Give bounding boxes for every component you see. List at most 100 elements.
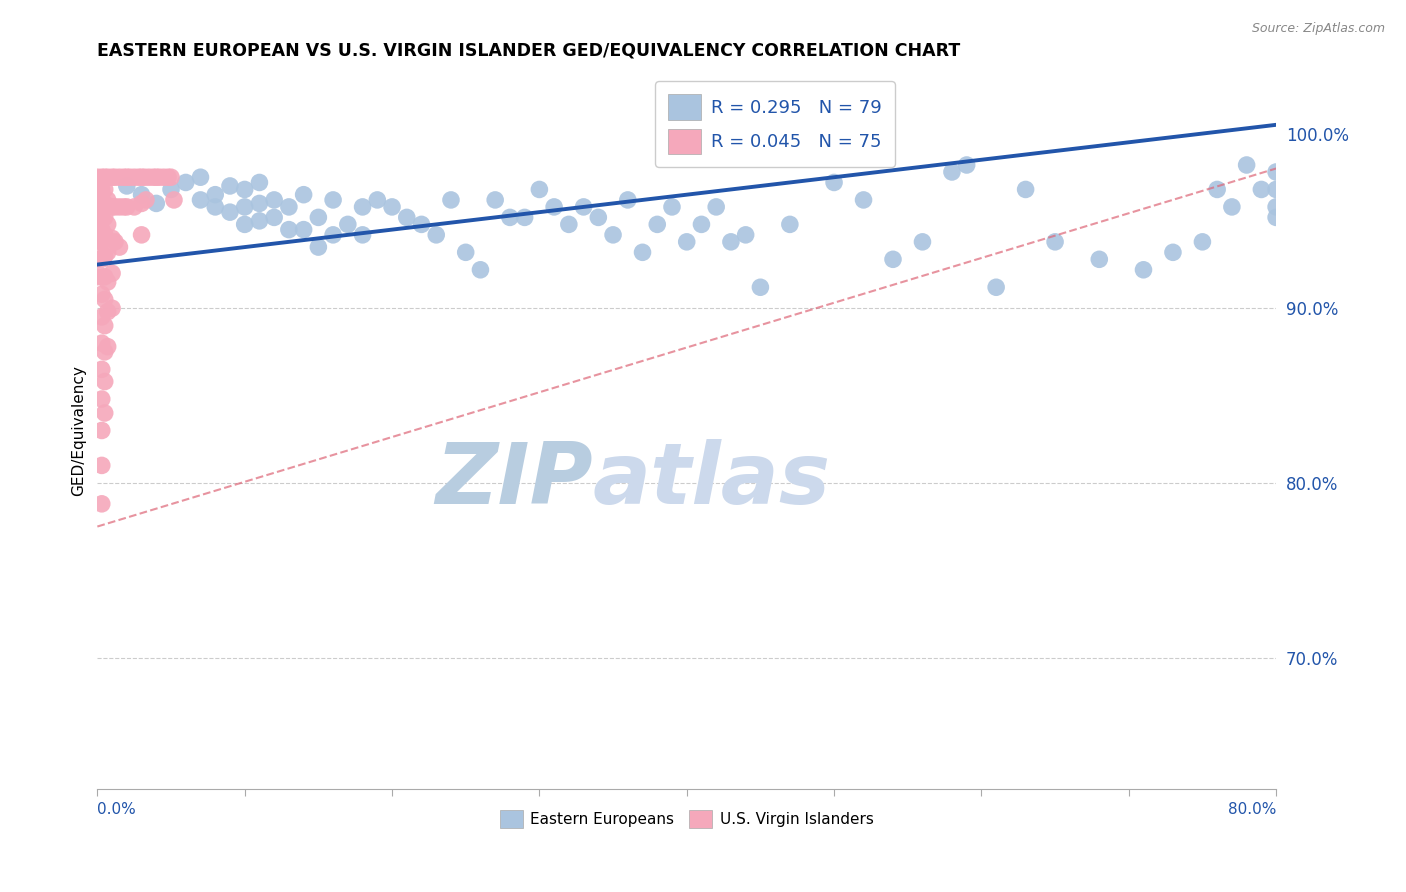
- Point: [93, 182, 115, 196]
- Point: [1132, 262, 1154, 277]
- Point: [779, 218, 801, 232]
- Point: [322, 227, 344, 242]
- Point: [101, 170, 124, 185]
- Point: [190, 193, 212, 207]
- Point: [336, 218, 359, 232]
- Point: [1191, 235, 1213, 249]
- Point: [93, 196, 115, 211]
- Point: [108, 240, 131, 254]
- Point: [108, 170, 131, 185]
- Point: [720, 235, 742, 249]
- Point: [1088, 252, 1111, 267]
- Point: [440, 193, 463, 207]
- Point: [454, 245, 477, 260]
- Point: [115, 170, 138, 185]
- Point: [128, 170, 150, 185]
- Point: [160, 182, 183, 196]
- Point: [174, 176, 197, 190]
- Point: [529, 182, 551, 196]
- Point: [104, 170, 127, 185]
- Point: [484, 193, 506, 207]
- Y-axis label: GED/Equivalency: GED/Equivalency: [72, 365, 86, 496]
- Point: [90, 424, 112, 438]
- Point: [956, 158, 979, 172]
- Point: [90, 458, 112, 473]
- Point: [984, 280, 1007, 294]
- Point: [734, 227, 756, 242]
- Point: [1206, 182, 1229, 196]
- Point: [513, 211, 536, 225]
- Text: 0.0%: 0.0%: [97, 803, 136, 817]
- Point: [93, 406, 115, 420]
- Point: [307, 211, 329, 225]
- Point: [108, 200, 131, 214]
- Point: [675, 235, 697, 249]
- Point: [90, 497, 112, 511]
- Point: [499, 211, 522, 225]
- Point: [135, 193, 157, 207]
- Point: [690, 218, 713, 232]
- Point: [366, 193, 388, 207]
- Point: [104, 235, 127, 249]
- Point: [307, 240, 329, 254]
- Point: [86, 269, 108, 284]
- Point: [661, 200, 683, 214]
- Point: [292, 187, 315, 202]
- Point: [142, 170, 165, 185]
- Point: [411, 218, 433, 232]
- Point: [93, 375, 115, 389]
- Point: [543, 200, 565, 214]
- Point: [86, 252, 108, 267]
- Point: [97, 170, 120, 185]
- Point: [97, 218, 120, 232]
- Point: [588, 211, 610, 225]
- Point: [602, 227, 624, 242]
- Point: [90, 196, 112, 211]
- Point: [131, 170, 153, 185]
- Point: [263, 211, 285, 225]
- Point: [90, 222, 112, 236]
- Point: [97, 193, 120, 207]
- Point: [1220, 200, 1243, 214]
- Text: EASTERN EUROPEAN VS U.S. VIRGIN ISLANDER GED/EQUIVALENCY CORRELATION CHART: EASTERN EUROPEAN VS U.S. VIRGIN ISLANDER…: [97, 42, 960, 60]
- Point: [86, 182, 108, 196]
- Point: [1265, 182, 1288, 196]
- Point: [138, 170, 160, 185]
- Point: [101, 266, 124, 280]
- Point: [152, 170, 174, 185]
- Point: [233, 218, 256, 232]
- Point: [160, 170, 183, 185]
- Point: [97, 275, 120, 289]
- Point: [292, 222, 315, 236]
- Point: [823, 176, 845, 190]
- Point: [93, 211, 115, 225]
- Point: [1250, 182, 1272, 196]
- Point: [249, 196, 271, 211]
- Point: [115, 200, 138, 214]
- Point: [204, 187, 226, 202]
- Point: [558, 218, 581, 232]
- Point: [101, 200, 124, 214]
- Point: [131, 196, 153, 211]
- Point: [645, 218, 668, 232]
- Point: [157, 170, 180, 185]
- Point: [93, 293, 115, 307]
- Point: [86, 222, 108, 236]
- Point: [941, 165, 963, 179]
- Point: [277, 200, 299, 214]
- Point: [90, 170, 112, 185]
- Point: [90, 252, 112, 267]
- Point: [115, 178, 138, 193]
- Point: [572, 200, 595, 214]
- Point: [852, 193, 875, 207]
- Point: [219, 178, 242, 193]
- Point: [97, 245, 120, 260]
- Point: [425, 227, 447, 242]
- Point: [93, 227, 115, 242]
- Point: [97, 340, 120, 354]
- Point: [93, 269, 115, 284]
- Point: [90, 211, 112, 225]
- Point: [86, 170, 108, 185]
- Point: [1265, 211, 1288, 225]
- Point: [631, 245, 654, 260]
